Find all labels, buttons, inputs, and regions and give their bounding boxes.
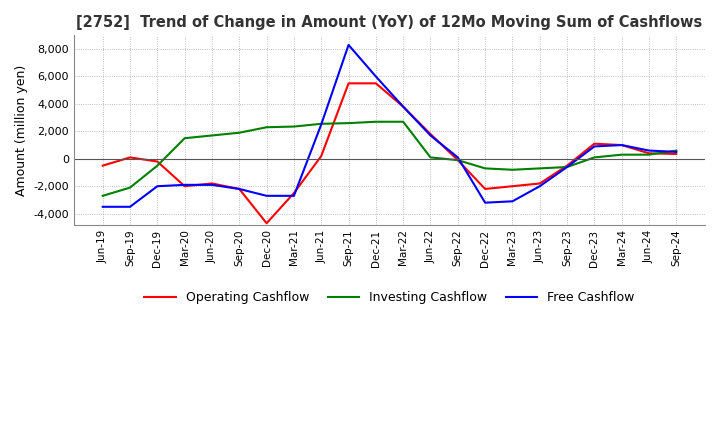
Investing Cashflow <box>536 166 544 171</box>
Operating Cashflow <box>617 143 626 148</box>
Operating Cashflow <box>235 186 243 191</box>
Title: [2752]  Trend of Change in Amount (YoY) of 12Mo Moving Sum of Cashflows: [2752] Trend of Change in Amount (YoY) o… <box>76 15 703 30</box>
Operating Cashflow <box>590 141 599 147</box>
Free Cashflow <box>536 183 544 189</box>
Line: Operating Cashflow: Operating Cashflow <box>103 83 676 223</box>
Investing Cashflow <box>126 185 135 190</box>
Operating Cashflow <box>344 81 353 86</box>
Free Cashflow <box>99 204 107 209</box>
Line: Investing Cashflow: Investing Cashflow <box>103 122 676 196</box>
Free Cashflow <box>180 182 189 187</box>
Free Cashflow <box>372 74 380 79</box>
Free Cashflow <box>426 133 435 138</box>
Investing Cashflow <box>590 155 599 160</box>
Operating Cashflow <box>126 155 135 160</box>
Operating Cashflow <box>99 163 107 168</box>
Investing Cashflow <box>153 163 162 168</box>
Free Cashflow <box>126 204 135 209</box>
Free Cashflow <box>399 104 408 109</box>
Operating Cashflow <box>262 220 271 226</box>
Investing Cashflow <box>644 152 653 158</box>
Investing Cashflow <box>481 166 490 171</box>
Operating Cashflow <box>644 150 653 156</box>
Investing Cashflow <box>617 152 626 158</box>
Investing Cashflow <box>180 136 189 141</box>
Investing Cashflow <box>672 148 680 153</box>
Line: Free Cashflow: Free Cashflow <box>103 45 676 207</box>
Operating Cashflow <box>399 104 408 109</box>
Free Cashflow <box>207 182 216 187</box>
Operating Cashflow <box>426 132 435 137</box>
Free Cashflow <box>153 183 162 189</box>
Free Cashflow <box>289 193 298 198</box>
Legend: Operating Cashflow, Investing Cashflow, Free Cashflow: Operating Cashflow, Investing Cashflow, … <box>140 286 639 309</box>
Investing Cashflow <box>207 133 216 138</box>
Operating Cashflow <box>289 191 298 196</box>
Operating Cashflow <box>672 151 680 157</box>
Investing Cashflow <box>235 130 243 136</box>
Free Cashflow <box>563 165 572 170</box>
Investing Cashflow <box>344 121 353 126</box>
Free Cashflow <box>590 144 599 149</box>
Free Cashflow <box>454 155 462 160</box>
Investing Cashflow <box>262 125 271 130</box>
Free Cashflow <box>644 148 653 153</box>
Free Cashflow <box>481 200 490 205</box>
Operating Cashflow <box>454 158 462 163</box>
Operating Cashflow <box>372 81 380 86</box>
Operating Cashflow <box>180 183 189 189</box>
Investing Cashflow <box>508 167 517 172</box>
Free Cashflow <box>344 42 353 48</box>
Free Cashflow <box>317 122 325 127</box>
Free Cashflow <box>508 199 517 204</box>
Investing Cashflow <box>372 119 380 125</box>
Operating Cashflow <box>207 181 216 186</box>
Investing Cashflow <box>289 124 298 129</box>
Investing Cashflow <box>563 165 572 170</box>
Y-axis label: Amount (million yen): Amount (million yen) <box>15 64 28 196</box>
Operating Cashflow <box>481 186 490 191</box>
Operating Cashflow <box>508 183 517 189</box>
Investing Cashflow <box>426 155 435 160</box>
Investing Cashflow <box>317 121 325 126</box>
Operating Cashflow <box>317 154 325 159</box>
Operating Cashflow <box>536 181 544 186</box>
Investing Cashflow <box>399 119 408 125</box>
Free Cashflow <box>262 193 271 198</box>
Investing Cashflow <box>454 158 462 163</box>
Investing Cashflow <box>99 193 107 198</box>
Operating Cashflow <box>153 159 162 164</box>
Free Cashflow <box>672 149 680 154</box>
Free Cashflow <box>617 143 626 148</box>
Free Cashflow <box>235 186 243 191</box>
Operating Cashflow <box>563 163 572 168</box>
